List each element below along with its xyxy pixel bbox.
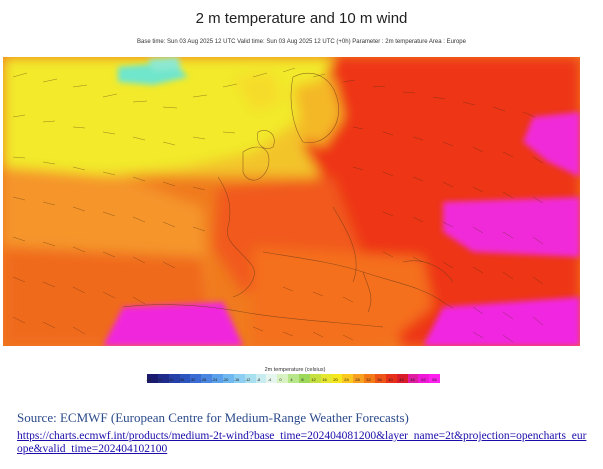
source-url-link[interactable]: https://charts.ecmwf.int/products/medium…	[17, 430, 587, 455]
legend-swatch	[407, 374, 419, 383]
legend-swatch	[212, 374, 224, 383]
color-scale-ticks: -48 -44 -40 -36 -32 -28 -24 -20 -16 -12 -8 -4 0 4 8 12 1…	[143, 377, 440, 385]
legend-swatch	[179, 374, 191, 383]
legend-swatch	[288, 374, 300, 383]
legend-swatch	[309, 374, 321, 383]
hot-spot-northeast	[523, 112, 580, 177]
legend-tick-label: -8	[256, 377, 261, 382]
legend-swatch	[331, 374, 343, 383]
legend-swatch	[233, 374, 245, 383]
legend-tick-label: 28	[355, 377, 360, 382]
legend-swatch	[299, 374, 310, 383]
legend-tick-label: 0	[279, 377, 282, 382]
legend-swatch	[223, 374, 234, 383]
legend-tick-label: 12	[311, 377, 316, 382]
legend-swatch	[418, 374, 430, 383]
legend-swatch	[190, 374, 202, 383]
wind-barbs	[12, 67, 544, 343]
legend-tick-label: -28	[200, 377, 207, 382]
legend-swatch	[375, 374, 386, 383]
legend-tick-label: 44	[399, 377, 404, 382]
legend-swatch	[353, 374, 365, 383]
scandinavia-mountains	[293, 77, 343, 147]
coastlines	[122, 72, 454, 328]
legend-swatch	[147, 374, 158, 383]
legend-swatch	[255, 374, 267, 383]
legend-tick-label: -24	[211, 377, 218, 382]
source-text: Source: ECMWF (European Centre for Mediu…	[17, 410, 409, 425]
legend-tick-label: 36	[377, 377, 382, 382]
legend-tick-label: -48	[145, 377, 152, 382]
map-canvas	[3, 57, 580, 346]
legend-tick-label: 40	[388, 377, 393, 382]
legend-swatch	[364, 374, 376, 383]
mediterranean-sea	[253, 247, 433, 346]
legend-swatch	[201, 374, 213, 383]
legend-tick-label: 20	[333, 377, 338, 382]
temperature-map	[3, 57, 580, 346]
legend-tick-label: -4	[267, 377, 272, 382]
legend-tick-label: -20	[222, 377, 229, 382]
legend-swatch	[320, 374, 332, 383]
legend-tick-label: -16	[233, 377, 240, 382]
legend-swatch	[429, 374, 441, 383]
legend-swatch	[168, 374, 180, 383]
legend-tick-label: -36	[178, 377, 185, 382]
legend-tick-label: -32	[189, 377, 196, 382]
legend-tick-label: 52	[421, 377, 426, 382]
legend-swatch	[157, 374, 169, 383]
hot-spot-southeast	[423, 297, 580, 346]
norwegian-sea-zone	[233, 72, 283, 112]
legend-tick-label: -44	[156, 377, 163, 382]
legend-tick-label: -40	[167, 377, 174, 382]
legend-swatch	[266, 374, 278, 383]
legend-tick-label: 48	[410, 377, 415, 382]
legend-tick-label: 4	[290, 377, 293, 382]
legend-tick-label: 16	[322, 377, 327, 382]
hot-spot-north-africa	[103, 302, 243, 346]
color-scale-bar	[147, 374, 441, 383]
legend-title: 2m temperature (celsius)	[264, 367, 326, 373]
legend-swatch	[277, 374, 289, 383]
chart-title: 2 m temperature and 10 m wind	[195, 10, 408, 27]
greenland-ice-2	[148, 57, 181, 71]
legend-swatch	[396, 374, 408, 383]
legend-swatch	[244, 374, 256, 383]
legend-tick-label: -12	[244, 377, 251, 382]
legend-swatch	[342, 374, 354, 383]
legend-tick-label: 24	[344, 377, 349, 382]
legend-tick-label: 8	[301, 377, 304, 382]
chart-subtitle: Base time: Sun 03 Aug 2025 12 UTC Valid …	[137, 39, 466, 45]
legend-tick-label: 56	[432, 377, 437, 382]
legend-tick-label: 32	[366, 377, 371, 382]
legend-swatch	[385, 374, 397, 383]
hot-spot-east	[443, 197, 580, 257]
